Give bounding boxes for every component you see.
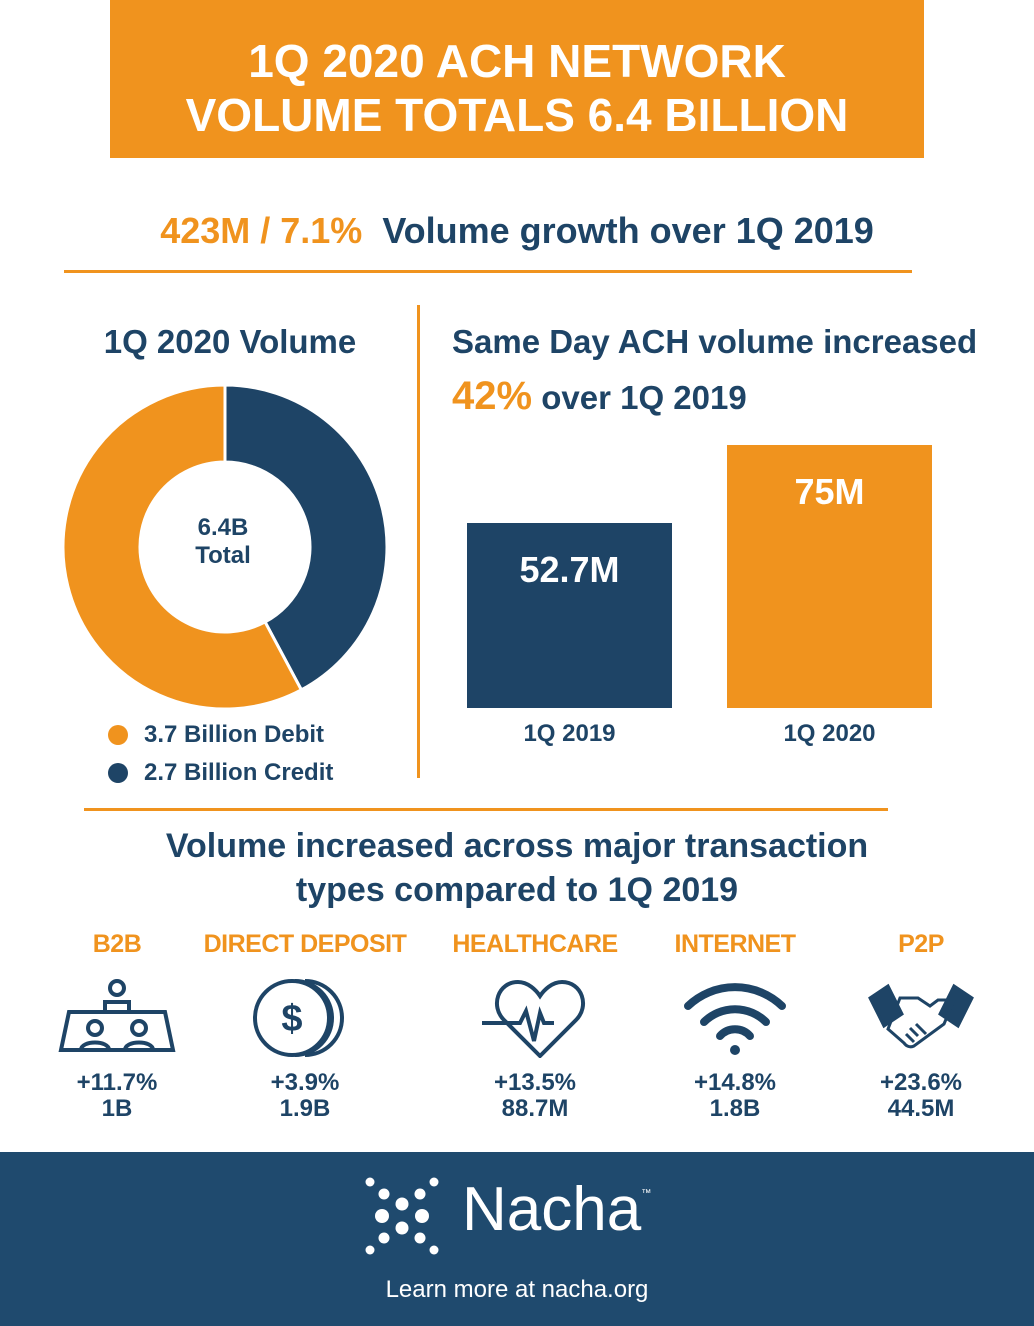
wifi-icon <box>625 978 845 1058</box>
same-day-subtitle: 42% over 1Q 2019 <box>452 374 747 419</box>
donut-total-label: Total <box>195 542 251 569</box>
bar-chart: 52.7M 1Q 2019 75M 1Q 2020 <box>440 430 960 760</box>
type-label: DIRECT DEPOSIT <box>203 930 407 958</box>
nacha-wordmark: Nacha™ <box>462 1174 651 1245</box>
title-line-2: VOLUME TOTALS 6.4 BILLION <box>185 89 849 141</box>
heartbeat-icon <box>425 978 645 1058</box>
types-heading: Volume increased across major transactio… <box>0 824 1034 912</box>
bar-1q-2019: 52.7M <box>467 523 672 708</box>
growth-summary: 423M / 7.1% Volume growth over 1Q 2019 <box>0 210 1034 252</box>
growth-highlight: 423M / 7.1% <box>160 210 363 251</box>
legend-label-debit: 3.7 Billion Debit <box>144 721 325 748</box>
type-volume: 88.7M <box>501 1095 569 1122</box>
same-day-subtitle-text: over 1Q 2019 <box>541 379 747 416</box>
legend-item-credit: 2.7 Billion Credit <box>108 754 333 792</box>
donut-title: 1Q 2020 Volume <box>103 323 357 360</box>
transaction-type-direct-deposit: DIRECT DEPOSIT $ +3.9% 1.9B <box>195 930 415 1122</box>
bar-category-label: 1Q 2020 <box>783 720 876 747</box>
type-volume: 1B <box>101 1095 133 1122</box>
type-volume: 1.8B <box>709 1095 761 1122</box>
donut-chart <box>61 383 389 711</box>
nacha-logo-icon <box>365 1177 439 1255</box>
type-change: +3.9% <box>270 1069 340 1096</box>
donut-slice-debit <box>61 383 304 711</box>
donut-slice-credit <box>223 383 389 692</box>
type-change: +13.5% <box>493 1069 577 1096</box>
bar-value-label: 75M <box>794 471 865 512</box>
same-day-highlight: 42% <box>452 374 533 418</box>
transaction-type-p2p: P2P +23.6% 44.5M <box>811 930 1031 1122</box>
brand-name: Nacha <box>462 1175 642 1244</box>
type-label: INTERNET <box>674 930 797 958</box>
types-heading-line-2: types compared to 1Q 2019 <box>295 871 739 909</box>
type-label: B2B <box>92 930 142 958</box>
transaction-type-healthcare: HEALTHCARE +13.5% 88.7M <box>425 930 645 1122</box>
type-label: HEALTHCARE <box>452 930 618 958</box>
learn-more-link[interactable]: Learn more at nacha.org <box>385 1276 649 1303</box>
transaction-type-internet: INTERNET +14.8% 1.8B <box>625 930 845 1122</box>
svg-text:$: $ <box>281 998 302 1040</box>
title-line-1: 1Q 2020 ACH NETWORK <box>248 35 786 87</box>
bar-1q-2020: 75M <box>727 445 932 708</box>
divider-top <box>64 270 912 273</box>
donut-center-label: 6.4B Total <box>163 514 283 570</box>
type-change: +11.7% <box>76 1069 158 1096</box>
divider-vertical <box>417 305 420 778</box>
type-change: +23.6% <box>879 1069 963 1096</box>
same-day-title: Same Day ACH volume increased <box>452 323 978 360</box>
bar-value-label: 52.7M <box>519 549 620 591</box>
type-volume: 1.9B <box>279 1095 331 1122</box>
title-banner: 1Q 2020 ACH NETWORK VOLUME TOTALS 6.4 BI… <box>110 0 924 158</box>
divider-bottom <box>84 808 888 811</box>
footer: Nacha™ Learn more at nacha.org <box>0 1152 1034 1326</box>
types-heading-line-1: Volume increased across major transactio… <box>165 827 869 865</box>
trademark: ™ <box>641 1188 652 1199</box>
donut-legend: 3.7 Billion Debit 2.7 Billion Credit <box>108 716 333 792</box>
donut-total-value: 6.4B <box>197 514 249 541</box>
meeting-table-icon <box>7 978 227 1058</box>
type-volume: 44.5M <box>887 1095 955 1122</box>
type-change: +14.8% <box>693 1069 777 1096</box>
legend-dot-credit <box>108 763 128 783</box>
legend-item-debit: 3.7 Billion Debit <box>108 716 333 754</box>
legend-dot-debit <box>108 725 128 745</box>
dollar-coin-icon: $ <box>195 978 415 1058</box>
bar-category-label: 1Q 2019 <box>523 720 616 747</box>
type-label: P2P <box>898 930 944 958</box>
handshake-icon <box>811 978 1031 1058</box>
growth-text: Volume growth over 1Q 2019 <box>382 210 874 251</box>
transaction-type-b2b: B2B +11.7% 1B <box>7 930 227 1122</box>
legend-label-credit: 2.7 Billion Credit <box>144 759 334 786</box>
